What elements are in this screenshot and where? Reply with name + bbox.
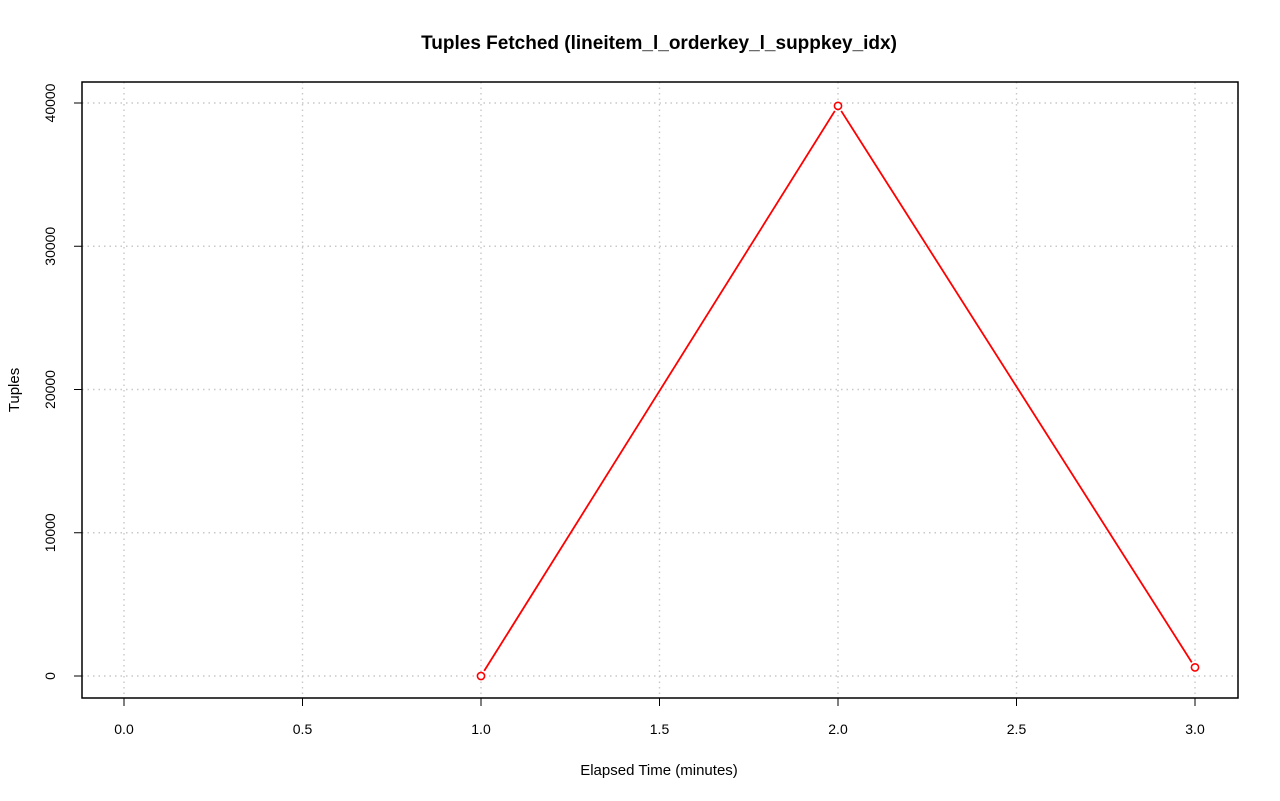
x-tick-label: 1.0 <box>471 721 491 737</box>
series-line-segment <box>483 110 836 672</box>
y-tick-label: 10000 <box>42 513 58 552</box>
plot-frame <box>81 81 1239 699</box>
y-tick-label: 0 <box>42 672 58 680</box>
series-layer <box>476 101 1200 681</box>
data-point <box>833 101 843 111</box>
x-axis: 0.0 0.5 1.0 1.5 2.0 2.5 3.0 <box>114 698 1205 737</box>
x-tick-label: 2.5 <box>1007 721 1027 737</box>
x-tick-label: 3.0 <box>1185 721 1205 737</box>
x-tick-label: 2.0 <box>828 721 848 737</box>
data-point <box>1190 663 1200 672</box>
x-tick-label: 1.5 <box>650 721 670 737</box>
y-tick-label: 40000 <box>42 83 58 122</box>
y-axis: 0 10000 20000 30000 40000 <box>42 83 82 680</box>
x-tick-label: 0.5 <box>293 721 313 737</box>
x-tick-label: 0.0 <box>114 721 134 737</box>
chart-title: Tuples Fetched (lineitem_l_orderkey_l_su… <box>421 33 897 54</box>
y-tick-label: 20000 <box>42 370 58 409</box>
x-axis-label: Elapsed Time (minutes) <box>580 762 738 779</box>
data-point <box>476 671 486 681</box>
y-tick-label: 30000 <box>42 227 58 266</box>
series-line-segment <box>840 110 1193 663</box>
y-axis-label: Tuples <box>6 368 23 412</box>
